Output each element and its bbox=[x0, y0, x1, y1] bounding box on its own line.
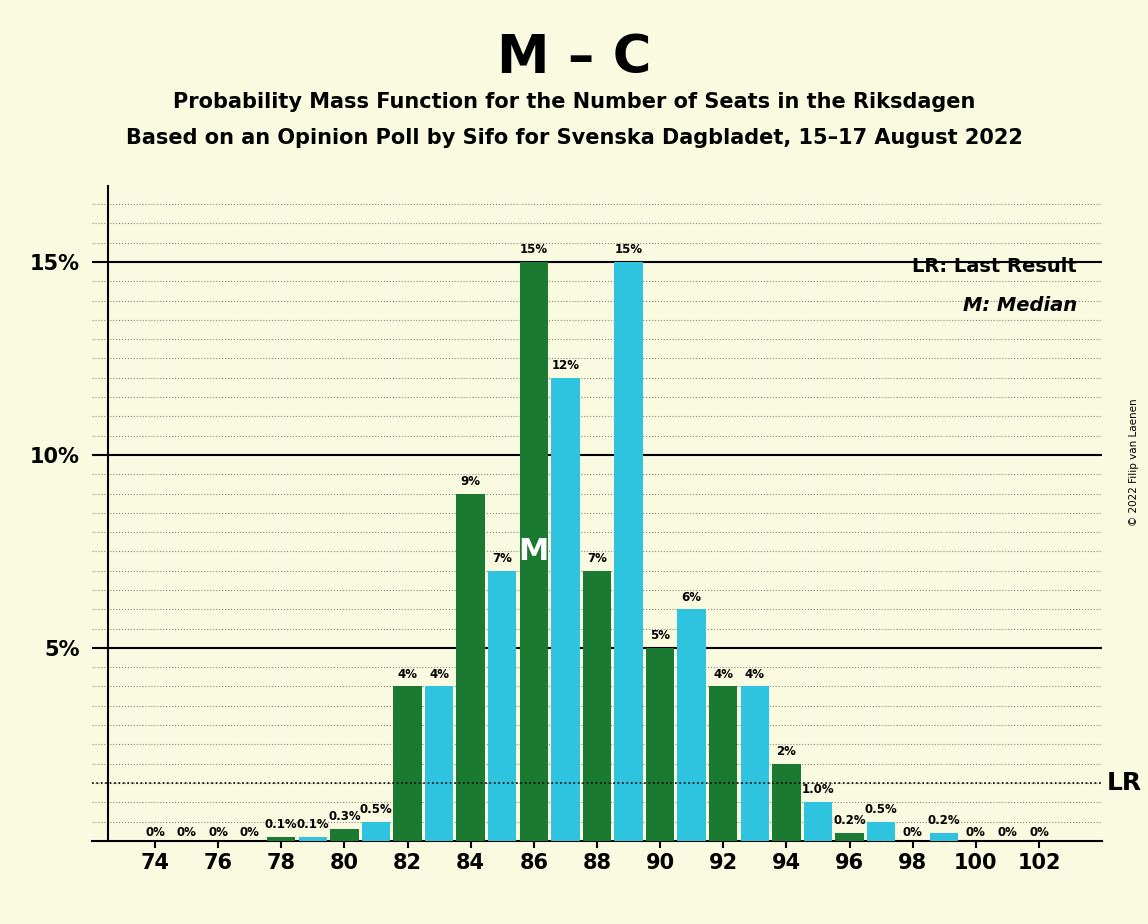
Bar bbox=[298, 837, 327, 841]
Text: 0%: 0% bbox=[1029, 826, 1049, 839]
Text: 1.0%: 1.0% bbox=[801, 784, 835, 796]
Bar bbox=[583, 571, 611, 841]
Text: 15%: 15% bbox=[614, 243, 643, 256]
Text: 5%: 5% bbox=[650, 629, 670, 642]
Text: LR: Last Result: LR: Last Result bbox=[912, 257, 1077, 276]
Text: © 2022 Filip van Laenen: © 2022 Filip van Laenen bbox=[1130, 398, 1139, 526]
Bar bbox=[836, 833, 863, 841]
Bar bbox=[677, 609, 706, 841]
Bar bbox=[331, 829, 358, 841]
Text: 0.2%: 0.2% bbox=[928, 814, 961, 827]
Text: 12%: 12% bbox=[551, 359, 580, 372]
Text: 0.5%: 0.5% bbox=[359, 803, 393, 816]
Bar bbox=[488, 571, 517, 841]
Text: 2%: 2% bbox=[776, 745, 797, 758]
Bar bbox=[520, 262, 548, 841]
Bar bbox=[457, 493, 484, 841]
Text: 0.1%: 0.1% bbox=[296, 818, 329, 832]
Text: M: Median: M: Median bbox=[963, 297, 1077, 315]
Text: 4%: 4% bbox=[429, 668, 449, 681]
Bar bbox=[930, 833, 959, 841]
Text: 0%: 0% bbox=[902, 826, 923, 839]
Bar bbox=[867, 821, 895, 841]
Text: Probability Mass Function for the Number of Seats in the Riksdagen: Probability Mass Function for the Number… bbox=[173, 92, 975, 113]
Text: 0%: 0% bbox=[240, 826, 259, 839]
Text: 9%: 9% bbox=[460, 475, 481, 488]
Bar bbox=[614, 262, 643, 841]
Text: Based on an Opinion Poll by Sifo for Svenska Dagbladet, 15–17 August 2022: Based on an Opinion Poll by Sifo for Sve… bbox=[125, 128, 1023, 148]
Text: 0.1%: 0.1% bbox=[265, 818, 297, 832]
Text: 4%: 4% bbox=[745, 668, 765, 681]
Bar bbox=[709, 687, 737, 841]
Bar bbox=[551, 378, 580, 841]
Bar bbox=[267, 837, 295, 841]
Bar bbox=[362, 821, 390, 841]
Bar bbox=[804, 802, 832, 841]
Bar bbox=[425, 687, 453, 841]
Text: 4%: 4% bbox=[713, 668, 734, 681]
Text: M: M bbox=[519, 537, 549, 565]
Text: LR: LR bbox=[1107, 771, 1142, 795]
Text: 0%: 0% bbox=[998, 826, 1017, 839]
Text: M – C: M – C bbox=[497, 32, 651, 84]
Text: 0.5%: 0.5% bbox=[864, 803, 898, 816]
Bar bbox=[646, 648, 674, 841]
Bar bbox=[740, 687, 769, 841]
Text: 0%: 0% bbox=[965, 826, 986, 839]
Text: 0.3%: 0.3% bbox=[328, 810, 360, 823]
Text: 4%: 4% bbox=[397, 668, 418, 681]
Text: 7%: 7% bbox=[587, 552, 607, 565]
Bar bbox=[773, 763, 800, 841]
Text: 0.2%: 0.2% bbox=[833, 814, 866, 827]
Text: 0%: 0% bbox=[208, 826, 228, 839]
Text: 7%: 7% bbox=[492, 552, 512, 565]
Bar bbox=[394, 687, 421, 841]
Text: 6%: 6% bbox=[682, 590, 701, 603]
Text: 0%: 0% bbox=[145, 826, 165, 839]
Text: 0%: 0% bbox=[177, 826, 196, 839]
Text: 15%: 15% bbox=[520, 243, 548, 256]
